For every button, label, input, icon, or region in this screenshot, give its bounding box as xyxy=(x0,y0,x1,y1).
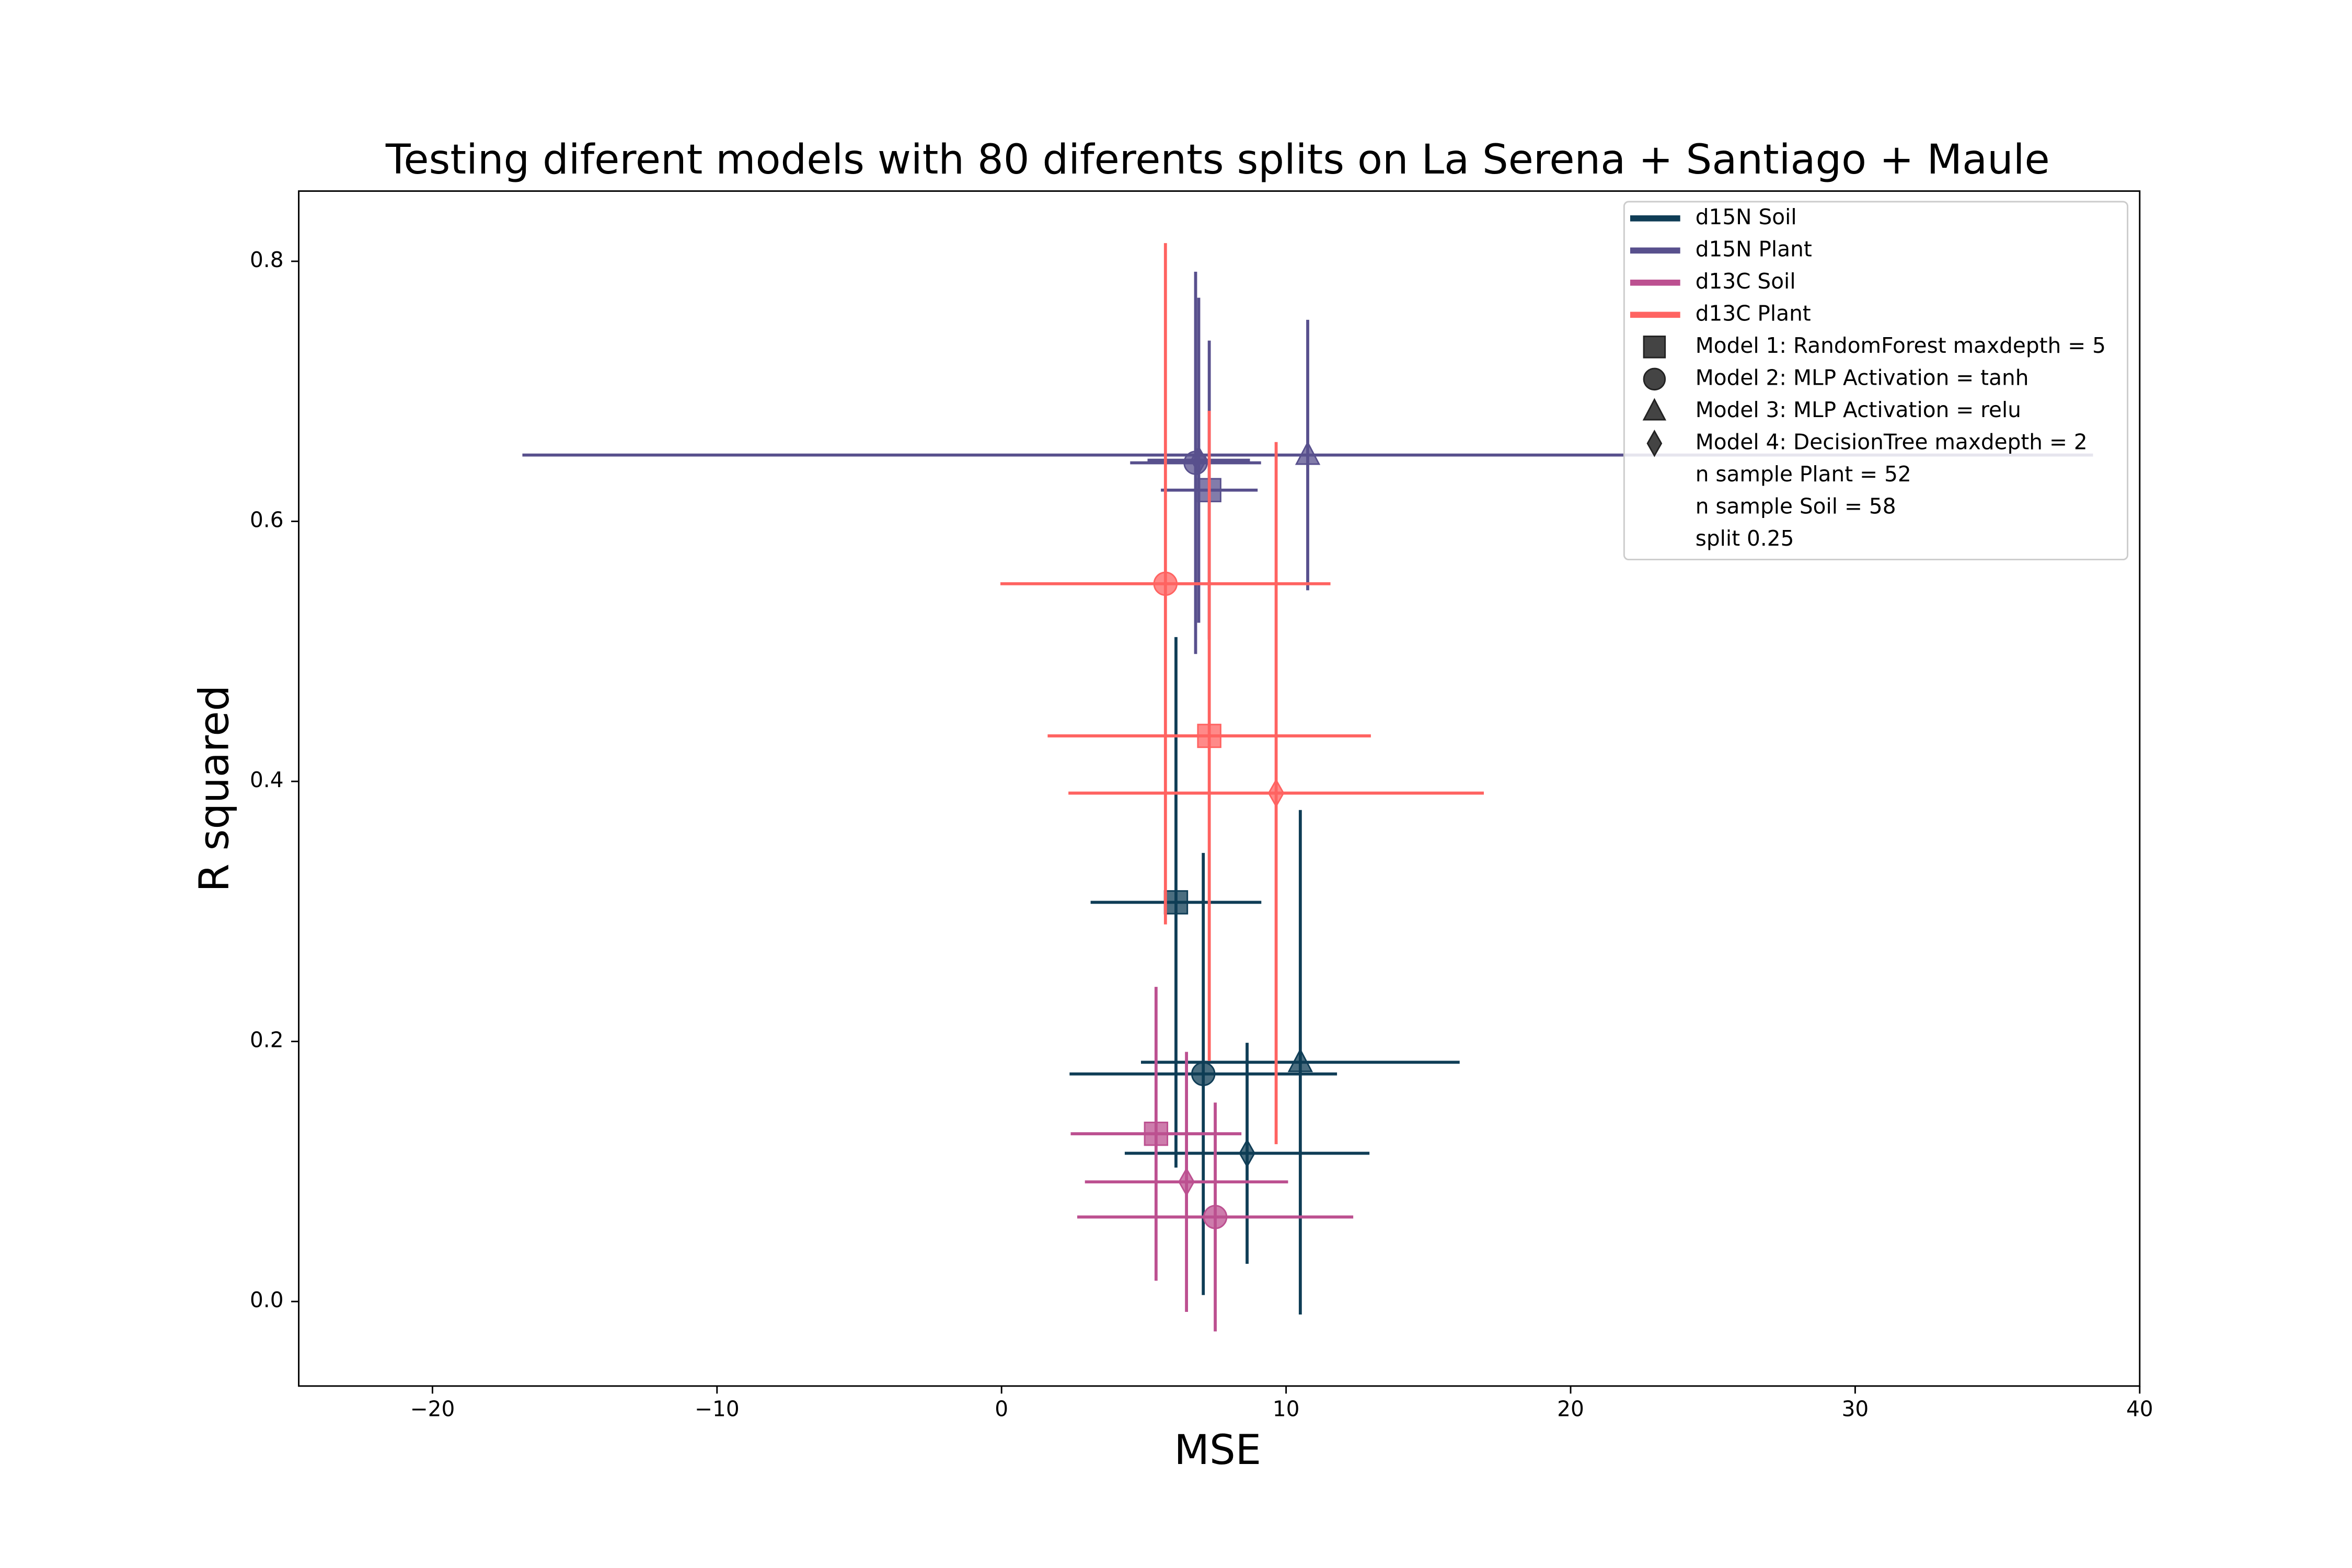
annotation: n sample Plant = 52 xyxy=(1696,462,1911,487)
y-tick-label: 0.8 xyxy=(250,247,284,272)
marker-square xyxy=(1163,890,1189,915)
axes-frame xyxy=(298,190,2141,1387)
legend-box xyxy=(1623,201,2129,561)
marker-diamond xyxy=(1646,430,1663,457)
legend-label: d13C Soil xyxy=(1696,269,1796,294)
marker-diamond xyxy=(1190,445,1207,475)
marker-square xyxy=(1643,336,1666,359)
annotation: split 0.25 xyxy=(1696,526,1794,551)
y-axis-label: R squared xyxy=(190,685,238,892)
x-tick-label: 10 xyxy=(1273,1396,1300,1421)
y-tick-label: 0.6 xyxy=(250,507,284,532)
x-tick-label: 20 xyxy=(1557,1396,1584,1421)
marker-triangle xyxy=(1642,398,1667,421)
legend: d15N Soil d15N Plant d13C Soil d13C Plant Mo… xyxy=(1623,201,2129,561)
legend-label: d15N Plant xyxy=(1696,236,1812,261)
x-tick-label: 30 xyxy=(1842,1396,1869,1421)
marker-triangle xyxy=(1295,441,1321,465)
marker-circle xyxy=(1203,1205,1228,1229)
marker-circle xyxy=(1191,1062,1216,1086)
marker-circle xyxy=(1153,571,1178,596)
marker-square xyxy=(1144,1121,1169,1146)
legend-label: Model 4: DecisionTree maxdepth = 2 xyxy=(1696,429,2088,454)
legend-label: d13C Plant xyxy=(1696,301,1811,326)
y-tick-label: 0.2 xyxy=(250,1028,284,1053)
y-tick-label: 0.4 xyxy=(250,767,284,792)
chart-title: Testing diferent models with 80 diferent… xyxy=(385,136,2050,183)
x-tick-label: −20 xyxy=(410,1396,455,1421)
marker-diamond xyxy=(1178,1167,1195,1197)
legend-label: d15N Soil xyxy=(1696,204,1797,229)
marker-triangle xyxy=(1287,1048,1313,1073)
marker-square xyxy=(1197,723,1221,748)
x-tick-label: 40 xyxy=(2126,1396,2153,1421)
legend-label: Model 1: RandomForest maxdepth = 5 xyxy=(1696,333,2106,358)
plot-area xyxy=(522,243,2093,1332)
y-tick-label: 0.0 xyxy=(250,1287,284,1312)
marker-circle xyxy=(1643,367,1666,391)
legend-label: Model 3: MLP Activation = relu xyxy=(1696,397,2021,422)
marker-diamond xyxy=(1267,778,1285,808)
marker-diamond xyxy=(1239,1138,1255,1168)
x-tick-label: −10 xyxy=(695,1396,740,1421)
x-axis-label: MSE xyxy=(1174,1426,1261,1474)
annotation: n sample Soil = 58 xyxy=(1696,493,1896,518)
legend-label: Model 2: MLP Activation = tanh xyxy=(1696,365,2029,390)
x-tick-label: 0 xyxy=(995,1396,1008,1421)
